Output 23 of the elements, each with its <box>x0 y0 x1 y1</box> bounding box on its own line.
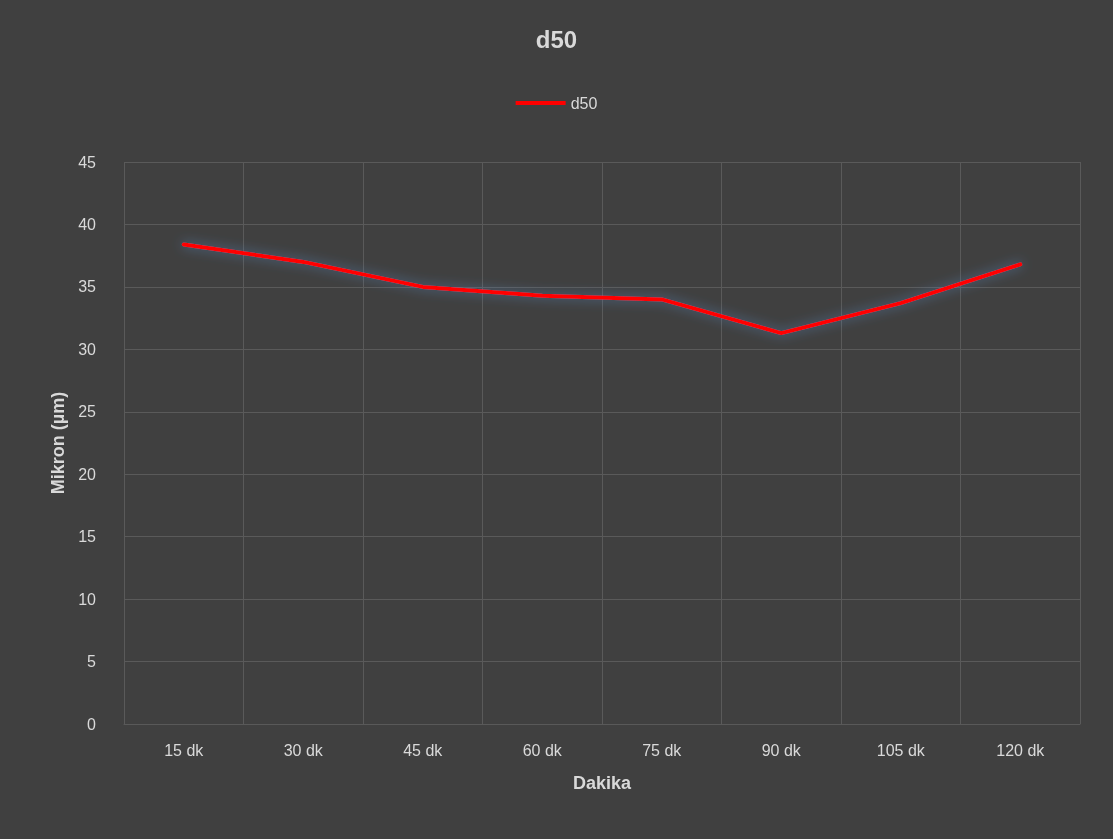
y-tick-label: 35 <box>78 278 97 296</box>
y-tick-label: 40 <box>78 215 97 233</box>
x-tick-label: 60 dk <box>522 741 563 759</box>
x-tick-label: 120 dk <box>996 741 1046 759</box>
legend-label: d50 <box>570 94 598 112</box>
y-tick-label: 5 <box>87 653 97 671</box>
y-tick-label: 0 <box>87 715 97 733</box>
x-axis-title: Dakika <box>572 773 633 793</box>
y-axis-title: Mikron (µm) <box>48 391 69 495</box>
y-tick-label: 20 <box>78 465 97 483</box>
x-tick-label: 30 dk <box>283 741 324 759</box>
y-tick-label: 25 <box>78 403 97 421</box>
y-tick-label: 15 <box>78 528 97 546</box>
x-tick-label: 105 dk <box>876 741 926 759</box>
chart-title: d50 <box>535 25 578 53</box>
x-tick-label: 15 dk <box>164 741 205 759</box>
y-tick-label: 10 <box>78 590 97 608</box>
y-tick-label: 45 <box>78 153 97 171</box>
y-tick-label: 30 <box>78 340 97 358</box>
x-tick-label: 75 dk <box>642 741 683 759</box>
x-tick-label: 45 dk <box>403 741 444 759</box>
line-series <box>181 242 1023 336</box>
x-tick-label: 90 dk <box>761 741 802 759</box>
